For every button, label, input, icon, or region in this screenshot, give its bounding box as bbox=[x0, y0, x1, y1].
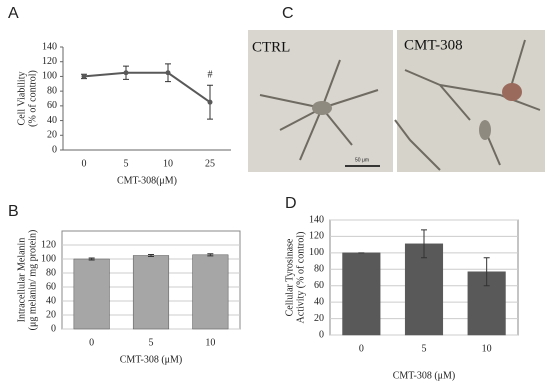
y-tick-label: 0 bbox=[52, 144, 57, 155]
y-tick-label: 20 bbox=[314, 313, 324, 324]
error-bar bbox=[483, 257, 490, 287]
y-tick-label: 120 bbox=[309, 231, 324, 242]
y-axis-title: Cellular Tyrosinase bbox=[284, 238, 295, 316]
y-tick-label: 20 bbox=[47, 130, 57, 141]
x-tick-label: 5 bbox=[124, 158, 129, 169]
x-tick-label: 0 bbox=[89, 337, 94, 348]
x-tick-label: 10 bbox=[205, 337, 215, 348]
x-tick-label: 25 bbox=[205, 158, 215, 169]
y-axis-title: Activity (% of control) bbox=[295, 232, 306, 324]
error-bar bbox=[88, 257, 95, 261]
marker bbox=[123, 70, 129, 76]
annotation: # bbox=[208, 70, 213, 81]
y-tick-label: 40 bbox=[46, 295, 56, 306]
y-tick-label: 20 bbox=[46, 309, 56, 320]
bar bbox=[404, 243, 444, 336]
y-tick-label: 60 bbox=[47, 100, 57, 111]
line bbox=[83, 71, 211, 103]
x-tick-label: 0 bbox=[82, 158, 87, 169]
error-bar bbox=[148, 253, 154, 258]
y-tick-label: 60 bbox=[46, 281, 56, 292]
y-axis-title: (% of control) bbox=[27, 70, 38, 127]
cell-body bbox=[479, 120, 491, 140]
y-tick-label: 140 bbox=[42, 41, 57, 52]
y-tick-label: 120 bbox=[42, 56, 57, 67]
x-axis-title: CMT-308 (μM) bbox=[120, 354, 183, 365]
x-axis-title: CMT-308(μM) bbox=[117, 175, 177, 186]
image-label: CMT-308 bbox=[404, 37, 463, 53]
y-tick-label: 140 bbox=[309, 214, 324, 225]
x-axis-title: CMT-308 (μM) bbox=[393, 370, 456, 381]
panel-label: A bbox=[8, 5, 19, 22]
x-tick-label: 5 bbox=[422, 343, 427, 354]
y-tick-label: 100 bbox=[42, 71, 57, 82]
marker bbox=[165, 70, 171, 76]
x-tick-label: 0 bbox=[359, 343, 364, 354]
y-tick-label: 60 bbox=[314, 280, 324, 291]
x-tick-label: 10 bbox=[482, 343, 492, 354]
y-tick-label: 80 bbox=[47, 85, 57, 96]
y-tick-label: 0 bbox=[51, 323, 56, 334]
y-tick-label: 120 bbox=[41, 239, 56, 250]
error-bar bbox=[421, 229, 427, 259]
marker bbox=[81, 73, 87, 79]
marker bbox=[207, 99, 213, 105]
image-ctrl bbox=[248, 30, 393, 172]
y-axis-title: (μg melanin/ mg protein) bbox=[27, 230, 38, 331]
y-tick-label: 80 bbox=[314, 264, 324, 275]
x-tick-label: 10 bbox=[163, 158, 173, 169]
panel-label: C bbox=[282, 5, 294, 22]
cell-body bbox=[502, 83, 522, 101]
bar bbox=[73, 258, 110, 330]
bar bbox=[132, 255, 170, 330]
panel-label: D bbox=[285, 195, 297, 212]
scale-label: 50 μm bbox=[355, 157, 369, 163]
y-tick-label: 40 bbox=[47, 115, 57, 126]
y-tick-label: 100 bbox=[309, 247, 324, 258]
cell-body bbox=[312, 101, 332, 115]
image-label: CTRL bbox=[252, 39, 290, 55]
cell-outline bbox=[259, 39, 541, 171]
y-axis-title: Intracellular Melanin bbox=[16, 238, 27, 323]
error-bar bbox=[207, 253, 214, 257]
y-tick-label: 40 bbox=[314, 296, 324, 307]
y-tick-label: 80 bbox=[46, 267, 56, 278]
y-tick-label: 0 bbox=[319, 329, 324, 340]
bar bbox=[342, 252, 381, 336]
y-tick-label: 100 bbox=[41, 253, 56, 264]
bar bbox=[192, 254, 229, 330]
micrograph: 50 μm CTRL CMT-308 bbox=[248, 30, 545, 172]
x-tick-label: 5 bbox=[149, 337, 154, 348]
y-axis-title: Cell Viability bbox=[16, 72, 27, 126]
panel-label: B bbox=[8, 203, 19, 220]
